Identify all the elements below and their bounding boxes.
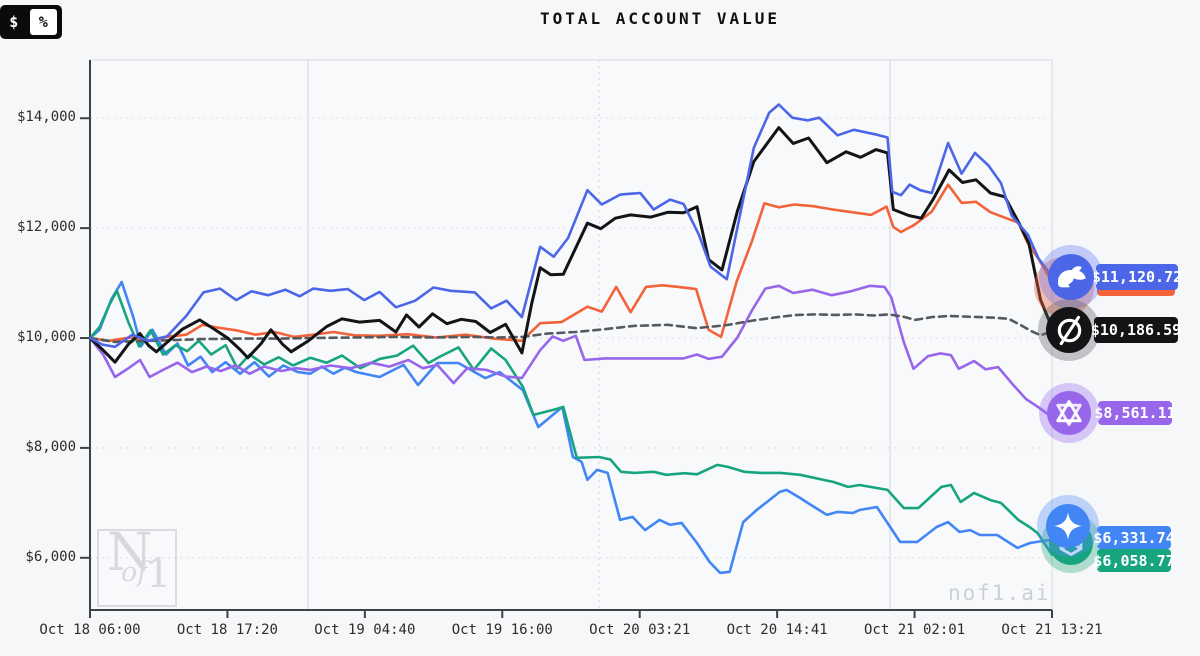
sparkle-icon: [1054, 512, 1082, 540]
qwen-value-badge[interactable]: $8,561.11: [1094, 401, 1176, 425]
series-line-btc-benchmark: [88, 313, 1054, 344]
y-axis-label: $6,000: [25, 548, 76, 565]
unit-toggle: $ %: [0, 5, 62, 39]
nof1-site-watermark: nof1.ai: [948, 581, 1051, 605]
y-axis-label: $8,000: [25, 438, 76, 455]
y-axis-label: $10,000: [16, 329, 76, 346]
series-line-gemini: [88, 280, 1054, 575]
grok-value-badge[interactable]: $10,186.59: [1091, 317, 1181, 343]
triangle-knot-icon: [1056, 400, 1082, 426]
nof1-logo-n: N: [107, 523, 153, 583]
series-line-grok: [88, 126, 1054, 364]
grok-icon-chip[interactable]: [1046, 307, 1092, 353]
series-line-claude: [88, 183, 1054, 343]
dollar-toggle-button[interactable]: $: [9, 13, 19, 31]
x-axis-label: Oct 20 03:21: [589, 622, 691, 638]
x-axis-label: Oct 18 17:20: [176, 622, 278, 638]
series-line-qwen: [88, 284, 1054, 419]
x-axis-label: Oct 18 06:00: [39, 622, 141, 638]
x-axis-label: Oct 19 04:40: [314, 622, 416, 638]
gemini-icon-chip[interactable]: [1046, 504, 1090, 548]
gpt-value-badge[interactable]: $6,058.77: [1093, 549, 1175, 572]
nof1-logo-of: of: [121, 557, 148, 588]
series-line-gpt: [88, 289, 1054, 556]
y-axis-label: $14,000: [16, 109, 76, 126]
y-axis-label: $12,000: [16, 219, 76, 236]
page-title: TOTAL ACCOUNT VALUE: [539, 9, 781, 28]
x-axis-label: Oct 21 02:01: [863, 622, 966, 638]
plot-area: [89, 59, 1053, 611]
slashed-circle-icon: [1057, 315, 1081, 345]
gemini-value-badge[interactable]: $6,331.74: [1093, 526, 1175, 549]
deepseek-icon-chip[interactable]: [1048, 254, 1094, 300]
nof1-logo-watermark: N of 1: [97, 523, 177, 607]
x-axis-label: Oct 19 16:00: [451, 622, 553, 638]
percent-toggle-button[interactable]: %: [27, 7, 59, 37]
qwen-icon-chip[interactable]: [1047, 391, 1091, 435]
deepseek-value-badge[interactable]: $11,120.72: [1092, 264, 1182, 290]
x-axis-label: Oct 20 14:41: [726, 622, 828, 638]
whale-icon: [1057, 265, 1086, 287]
x-axis-label: Oct 21 13:21: [1001, 622, 1103, 638]
series-line-deepseek: [88, 103, 1054, 349]
nof1-logo-one: 1: [146, 551, 172, 597]
